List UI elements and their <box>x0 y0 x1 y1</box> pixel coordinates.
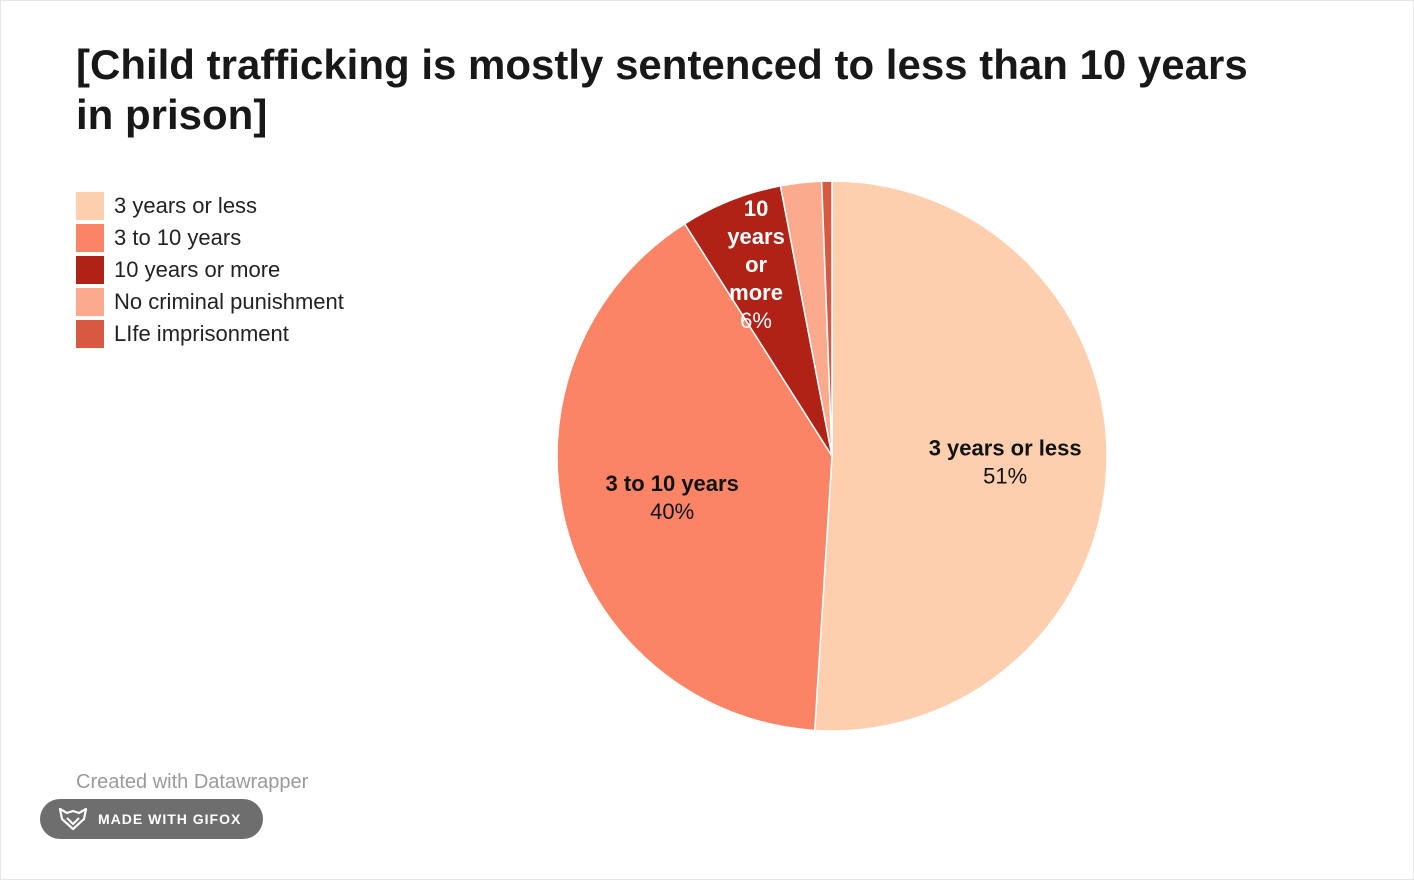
legend: 3 years or less 3 to 10 years 10 years o… <box>76 190 344 350</box>
legend-item-no-criminal-punishment: No criminal punishment <box>76 286 344 318</box>
legend-item-life-imprisonment: LIfe imprisonment <box>76 318 344 350</box>
slice-label-name: more <box>729 280 783 305</box>
legend-swatch <box>76 192 104 220</box>
legend-label: No criminal punishment <box>114 289 344 314</box>
legend-item-3-years-or-less: 3 years or less <box>76 190 344 222</box>
legend-swatch <box>76 320 104 348</box>
legend-item-3-to-10-years: 3 to 10 years <box>76 222 344 254</box>
slice-label-value: 40% <box>650 499 694 524</box>
pie-labels: 3 years or less 51% 3 to 10 years 40% 10 year… <box>606 196 1082 524</box>
pie-slices <box>556 180 1108 732</box>
pie-slice-3-to-10-years <box>556 222 833 732</box>
legend-label: LIfe imprisonment <box>114 321 289 346</box>
legend-swatch <box>76 288 104 316</box>
pie-slice-life-imprisonment <box>820 180 833 457</box>
slice-label-name: years <box>727 224 785 249</box>
chart-title: [Child trafficking is mostly sentenced t… <box>76 41 1248 138</box>
slice-label-value: 51% <box>983 463 1027 488</box>
slice-label-name: 10 <box>744 196 768 221</box>
legend-label: 3 to 10 years <box>114 225 242 250</box>
legend-swatch <box>76 256 104 284</box>
legend-swatch <box>76 224 104 252</box>
credit-text: Created with Datawrapper <box>76 771 309 793</box>
pie-slice-3-years-or-less <box>813 180 1108 732</box>
gifox-badge: MADE WITH GIFOX <box>40 799 263 839</box>
slice-label-name: or <box>745 252 767 277</box>
legend-label: 10 years or more <box>114 257 281 282</box>
slice-label-name: 3 to 10 years <box>606 471 739 496</box>
legend-label: 3 years or less <box>114 193 258 218</box>
gifox-badge-text: MADE WITH GIFOX <box>98 811 242 827</box>
legend-item-10-years-or-more: 10 years or more <box>76 254 344 286</box>
slice-label-value: 6% <box>740 308 772 333</box>
fox-icon <box>58 807 88 831</box>
slice-label-name: 3 years or less <box>929 435 1082 460</box>
